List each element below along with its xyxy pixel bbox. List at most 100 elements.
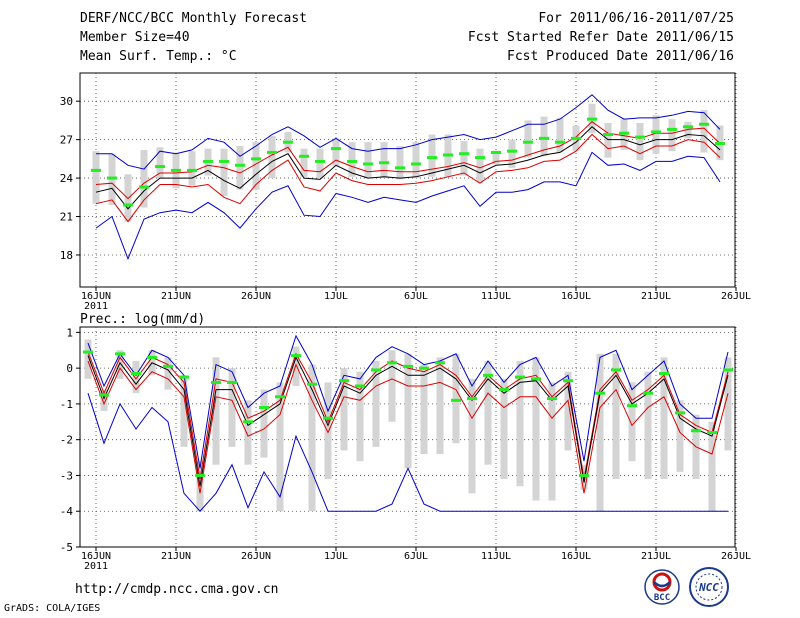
temp-median-marker <box>475 156 485 160</box>
temp-median-marker <box>603 133 613 137</box>
temp-xtick-label: 1JUL <box>324 291 348 302</box>
temp-median-marker <box>251 157 261 161</box>
temp-median-marker <box>347 159 357 163</box>
precip-panel-label: Prec.: log(mm/d) <box>80 312 205 327</box>
prec-range-box <box>468 378 476 494</box>
temp-median-marker <box>635 135 645 139</box>
temp-median-marker <box>171 168 181 172</box>
temp-range-box <box>396 146 404 180</box>
prec-median-marker <box>83 350 93 354</box>
prec-median-marker <box>387 361 397 365</box>
prec-range-box <box>212 357 220 465</box>
temp-range-box <box>668 119 676 152</box>
temp-range-box <box>156 147 164 179</box>
temp-range-box <box>556 117 564 153</box>
prec-range-box <box>164 357 172 390</box>
prec-range-box <box>228 368 236 447</box>
prec-median-marker <box>595 391 605 395</box>
precipitation-panel: 16JUN 21JUN 26JUN 1JUL 6JUL 11JUL 16JUL 21JUL 26… <box>60 326 751 572</box>
prec-median-marker <box>355 384 365 388</box>
prec-range-box <box>660 357 668 480</box>
prec-range-box <box>308 364 316 512</box>
temp-ensemble-min-line <box>95 151 721 261</box>
forecast-period-label: For 2011/06/16-2011/07/25 <box>538 11 734 26</box>
prec-range-box <box>612 353 620 480</box>
temp-median-marker <box>507 149 517 153</box>
temp-ytick-label: 21 <box>60 211 73 224</box>
temp-range-box <box>332 138 340 167</box>
temp-median-marker <box>715 141 725 145</box>
prec-range-box <box>292 346 300 387</box>
temp-range-box <box>236 146 244 190</box>
temp-range-box <box>652 115 660 154</box>
temp-median-marker <box>491 150 501 154</box>
temp-median-marker <box>219 159 229 163</box>
prec-median-marker <box>691 429 701 433</box>
temp-range-box <box>364 142 372 179</box>
prec-xtick-year: 2011 <box>84 561 108 572</box>
prec-lower-spread-line <box>87 360 729 494</box>
prec-median-marker <box>419 366 429 370</box>
prec-ytick-label: -4 <box>60 505 74 518</box>
prec-range-box <box>404 353 412 469</box>
prec-median-marker <box>163 364 173 368</box>
ncc-logo-text: NCC <box>698 581 719 594</box>
prec-median-marker <box>131 372 141 376</box>
temp-range-box <box>604 122 612 158</box>
prec-range-box <box>484 360 492 465</box>
prec-median-marker <box>147 355 157 359</box>
temp-lower-spread-line <box>95 133 721 223</box>
prec-range-box <box>372 360 380 447</box>
temp-median-marker <box>363 162 373 166</box>
prec-range-box <box>260 389 268 458</box>
prec-ensemble-max-line <box>87 334 729 469</box>
refer-date-label: Fcst Started Refer Date 2011/06/15 <box>467 30 734 45</box>
temp-range-box <box>300 148 308 177</box>
prec-range-box <box>452 353 460 444</box>
prec-range-box <box>548 382 556 501</box>
prec-xtick-label: 21JUL <box>641 551 671 562</box>
prec-median-marker <box>723 368 733 372</box>
prec-median-marker <box>211 380 221 384</box>
prec-median-marker <box>259 405 269 409</box>
temp-range-box <box>348 142 356 177</box>
prec-range-box <box>628 382 636 462</box>
temp-xtick-label: 21JUL <box>641 291 671 302</box>
temp-xtick-label: 26JUL <box>721 291 751 302</box>
prec-xtick-label: 16JUL <box>561 551 591 562</box>
temp-xtick-year: 2011 <box>84 301 108 312</box>
temp-median-marker <box>683 125 693 129</box>
prec-median-marker <box>483 373 493 377</box>
temp-range-box <box>476 148 484 184</box>
temp-median-marker <box>315 159 325 163</box>
temp-ytick-label: 27 <box>60 134 73 147</box>
prec-range-box <box>340 368 348 451</box>
member-size-label: Member Size=40 <box>80 30 190 45</box>
bcc-logo: BCC <box>644 569 680 605</box>
prec-upper-spread-line <box>87 351 729 480</box>
temp-median-marker <box>139 185 149 189</box>
prec-xtick-label: 6JUL <box>404 551 428 562</box>
temp-median-marker <box>155 165 165 169</box>
prec-median-marker <box>451 398 461 402</box>
prec-median-marker <box>339 379 349 383</box>
temp-median-marker <box>427 156 437 160</box>
temp-median-marker <box>267 150 277 154</box>
bcc-logo-text: BCC <box>654 593 670 603</box>
prec-range-box <box>676 400 684 472</box>
prec-median-marker <box>627 404 637 408</box>
temp-xtick-label: 16JUL <box>561 291 591 302</box>
temp-ytick-label: 24 <box>60 172 74 185</box>
temp-median-marker <box>395 166 405 170</box>
temp-frame <box>79 72 736 288</box>
prec-ensemble-mean-line <box>87 355 729 487</box>
temp-median-marker <box>667 127 677 131</box>
temp-median-marker <box>523 140 533 144</box>
prec-range-box <box>132 360 140 394</box>
prec-median-marker <box>227 380 237 384</box>
prec-range-box <box>500 378 508 480</box>
prec-range-box <box>644 371 652 480</box>
prec-range-box <box>276 382 284 512</box>
temp-range-box <box>252 142 260 190</box>
temp-range-box <box>508 139 516 168</box>
